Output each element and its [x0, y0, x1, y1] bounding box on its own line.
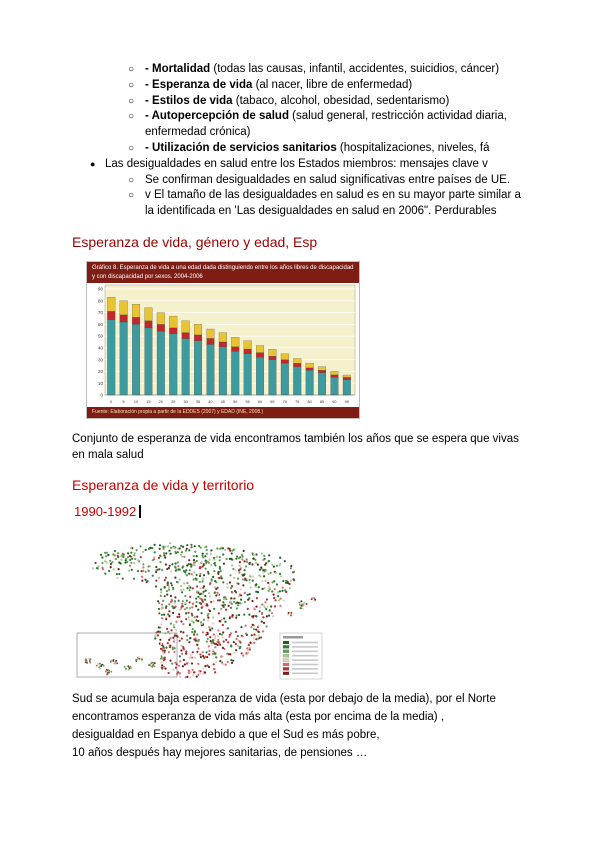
list-item-term: - Mortalidad [145, 63, 211, 75]
map-year-row: 1990-1992 [74, 504, 528, 519]
svg-text:35: 35 [196, 400, 200, 404]
list-item-text: Se confirman desigualdades en salud sign… [145, 173, 511, 186]
list-item-term: - Esperanza de vida [145, 78, 253, 91]
list-item: ○ v El tamaño de las desigualdades en sa… [72, 188, 528, 220]
list-item-detail: (al nacer, libre de enfermedad) [252, 78, 413, 91]
list-item: ○ - Utilización de servicios sanitarios … [72, 141, 528, 157]
list-item: ○ - Esperanza de vida (al nacer, libre d… [72, 78, 528, 94]
list-item-text: - Esperanza de vida (al nacer, libre de … [145, 78, 528, 94]
svg-text:40: 40 [208, 400, 212, 404]
bullet-circle-icon: ○ [128, 174, 135, 186]
list-item-text: Las desigualdades en salud entre los Est… [105, 157, 488, 170]
list-item-detail: (hospitalizaciones, niveles, fá [336, 141, 490, 154]
paragraph: Conjunto de esperanza de vida encontramo… [72, 432, 519, 461]
spain-map-image[interactable] [74, 521, 324, 681]
svg-text:90: 90 [98, 287, 104, 292]
svg-text:25: 25 [171, 400, 175, 404]
svg-text:60: 60 [258, 400, 262, 404]
svg-text:70: 70 [98, 310, 104, 315]
list-item: ○ Se confirman desigualdades en salud si… [72, 173, 528, 189]
bullet-circle-icon: ○ [128, 142, 135, 154]
bullet-circle-icon: ○ [128, 64, 135, 75]
svg-text:85: 85 [320, 400, 324, 404]
list-item-term: - Estilos de vida [145, 94, 233, 107]
chart-bars: 0 10 20 30 40 50 60 70 80 90 0 5 10 15 20 25 30 35 40 45 50 5… [87, 283, 357, 408]
svg-text:65: 65 [270, 400, 274, 404]
list-item-text: - Estilos de vida (tabaco, alcohol, obes… [145, 94, 528, 110]
svg-text:60: 60 [98, 322, 104, 327]
svg-text:10: 10 [134, 400, 138, 404]
section-heading-2: Esperanza de vida y territorio [72, 476, 255, 493]
list-item-text: - Autopercepción de salud (salud general… [145, 109, 528, 141]
paragraph-line: encontramos esperanza de vida más alta (… [72, 710, 445, 723]
svg-text:80: 80 [98, 299, 104, 304]
list-item: ○ - Mortalidad (todas las causas, infant… [72, 62, 528, 78]
svg-text:50: 50 [98, 334, 104, 339]
svg-text:30: 30 [183, 400, 187, 404]
section-heading-1: Esperanza de vida, género y edad, Esp [72, 233, 318, 250]
paragraph-line: 10 años después hay mejores sanitarias, … [72, 746, 368, 759]
svg-text:30: 30 [98, 357, 104, 362]
svg-text:15: 15 [146, 400, 150, 404]
list-item-term: - Utilización de servicios sanitarios [145, 141, 337, 154]
chart-source: Fuente: Elaboración propia a partir de l… [87, 407, 359, 418]
svg-text:50: 50 [233, 400, 237, 404]
svg-text:70: 70 [283, 400, 287, 404]
text-cursor [139, 504, 141, 518]
svg-text:20: 20 [98, 369, 104, 374]
bullet-circle-icon: ○ [128, 190, 135, 202]
bullet-circle-icon: ○ [128, 111, 135, 123]
bullet-circle-icon: ○ [128, 79, 135, 91]
svg-text:40: 40 [98, 346, 104, 351]
document-content: ○ - Mortalidad (todas las causas, infant… [72, 62, 528, 762]
svg-text:5: 5 [123, 400, 125, 404]
svg-text:80: 80 [307, 400, 311, 404]
svg-text:55: 55 [245, 400, 249, 404]
list-item-term: - Autopercepción de salud [145, 110, 289, 123]
chart-title: Gráfico 8. Esperanza de vida a una edad … [87, 261, 359, 284]
life-expectancy-chart-image[interactable]: Gráfico 8. Esperanza de vida a una edad … [86, 260, 360, 419]
svg-text:95: 95 [345, 400, 349, 404]
list-item-detail: (todas las causas, infantil, accidentes,… [210, 63, 500, 75]
paragraph: Sud se acumula baja esperanza de vida (e… [72, 690, 528, 762]
svg-text:45: 45 [221, 400, 225, 404]
spain-dot-map [76, 541, 323, 679]
list-item: ○ - Estilos de vida (tabaco, alcohol, ob… [72, 94, 528, 110]
list-item-text: - Utilización de servicios sanitarios (h… [145, 141, 528, 157]
svg-text:0: 0 [110, 400, 112, 404]
svg-text:75: 75 [295, 400, 299, 404]
svg-text:20: 20 [159, 400, 163, 404]
list-item: ● Las desigualdades en salud entre los E… [72, 157, 528, 173]
bullet-circle-icon: ○ [128, 95, 135, 107]
svg-text:90: 90 [332, 400, 336, 404]
list-item-detail: (salud general, restricción actividad di… [145, 110, 507, 139]
paragraph-line: desigualdad en Espanya debido a que el S… [72, 728, 380, 741]
svg-text:10: 10 [98, 381, 104, 386]
list-item-detail: (tabaco, alcohol, obesidad, sedentarismo… [232, 94, 450, 107]
bullet-disc-icon: ● [90, 158, 96, 169]
list-item-text: - Mortalidad (todas las causas, infantil… [145, 62, 528, 78]
svg-text:0: 0 [100, 393, 103, 398]
map-year-label: 1990-1992 [74, 503, 137, 519]
list-item-text: v El tamaño de las desigualdades en salu… [145, 189, 521, 218]
paragraph-line: Sud se acumula baja esperanza de vida (e… [72, 692, 496, 705]
list-item: ○ - Autopercepción de salud (salud gener… [72, 109, 528, 141]
